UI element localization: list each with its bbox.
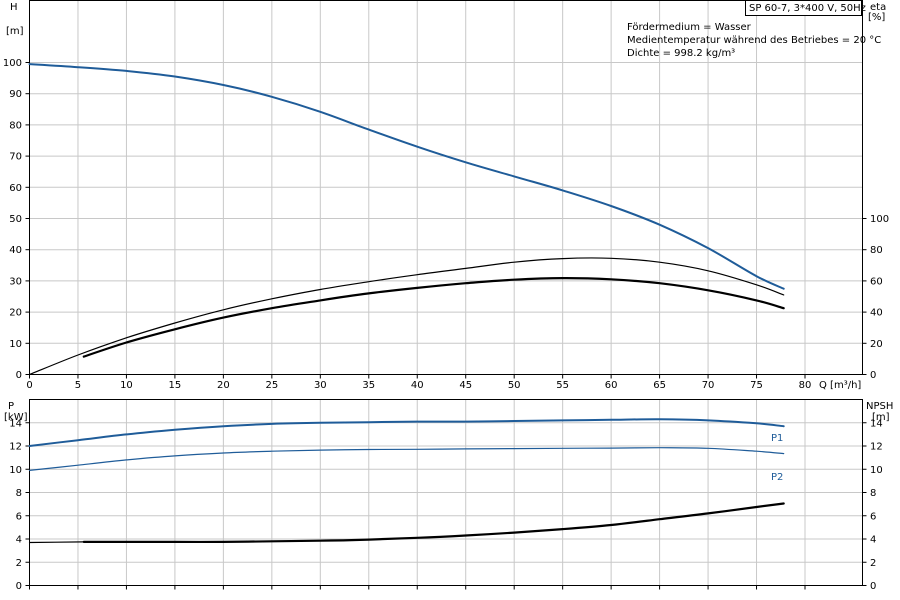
p-tick-label: 2 [16,558,22,569]
h-tick-label: 40 [9,245,22,256]
npsh-tick-label: 14 [870,418,883,429]
p1-series-label: P1 [771,433,783,444]
npsh-axis-label: NPSH [866,401,893,412]
h-tick-label: 0 [16,370,22,381]
h-tick-label: 70 [9,152,22,163]
eta-tick-label: 0 [870,370,876,381]
h-tick-label: 30 [9,276,22,287]
eta-tick-label: 60 [870,276,883,287]
x-tick-label: 25 [265,380,278,391]
top-chart-grid [29,0,863,375]
npsh-tick-label: 4 [870,535,876,546]
npsh-tick-label: 6 [870,511,876,522]
flow-axis-label: Q [m³/h] [819,380,861,391]
p-tick-label: 14 [9,418,22,429]
p-tick-label: 12 [9,442,22,453]
x-tick-label: 20 [217,380,230,391]
bottom-chart-ticks: 0 2 4 6 8 10 12 14 0 2 4 6 8 10 12 14 [9,418,882,592]
x-tick-label: 15 [169,380,182,391]
npsh-curve [82,502,785,544]
x-tick-label: 10 [120,380,133,391]
npsh-tick-label: 2 [870,558,876,569]
npsh-tick-label: 10 [870,465,883,476]
h-tick-label: 100 [3,58,22,69]
p-tick-label: 0 [16,581,22,592]
x-tick-label: 55 [556,380,569,391]
p-tick-label: 4 [16,535,22,546]
x-tick-label: 30 [314,380,327,391]
x-tick-label: 0 [26,380,32,391]
bottom-chart-series [28,418,785,544]
eta-tick-label: 20 [870,339,883,350]
medium-info-line-3: Dichte = 998.2 kg/m³ [627,48,735,59]
npsh-tick-label: 12 [870,442,883,453]
top-chart-ticks: 0 5 10 15 20 25 30 35 40 45 50 55 60 65 70 75 80 0 10 20 30 4… [3,58,889,391]
npsh-tick-label: 8 [870,488,876,499]
x-tick-label: 60 [605,380,618,391]
x-tick-label: 75 [750,380,763,391]
eta-total-curve [28,257,785,376]
npsh-axis-unit: [m] [872,412,890,423]
p-tick-label: 6 [16,511,22,522]
x-tick-label: 35 [362,380,375,391]
eta-axis-label: eta [870,2,886,13]
p2-curve [28,447,785,471]
x-tick-label: 65 [653,380,666,391]
eta-tick-label: 100 [870,214,889,225]
x-tick-label: 50 [508,380,521,391]
h-tick-label: 90 [9,89,22,100]
x-tick-label: 80 [799,380,812,391]
head-axis-unit: [m] [6,26,24,37]
h-tick-label: 80 [9,120,22,131]
pump-label: SP 60-7, 3*400 V, 50Hz [749,3,866,14]
eta-pump-curve [82,276,785,358]
power-axis-label: P [8,401,14,412]
bottom-chart-grid [29,399,863,586]
h-tick-label: 10 [9,339,22,350]
h-tick-label: 20 [9,308,22,319]
head-axis-label: H [10,2,18,13]
p-tick-label: 8 [16,488,22,499]
x-tick-label: 40 [411,380,424,391]
npsh-tick-label: 0 [870,581,876,592]
h-tick-label: 60 [9,183,22,194]
eta-tick-label: 80 [870,245,883,256]
top-chart-series [28,63,785,376]
pump-label-box [745,0,862,16]
x-tick-label: 45 [459,380,472,391]
h-tick-label: 50 [9,214,22,225]
eta-axis-unit: [%] [868,12,885,23]
eta-tick-label: 40 [870,308,883,319]
npsh-extension-curve [28,541,85,544]
medium-info-line-2: Medientemperatur während des Betriebes =… [627,35,881,46]
power-axis-unit: [kW] [4,412,28,423]
p1-curve [28,418,785,447]
medium-info-line-1: Fördermedium = Wasser [627,22,752,33]
p-tick-label: 10 [9,465,22,476]
head-curve [28,63,785,290]
p2-series-label: P2 [771,472,783,483]
x-tick-label: 70 [702,380,715,391]
x-tick-label: 5 [75,380,81,391]
